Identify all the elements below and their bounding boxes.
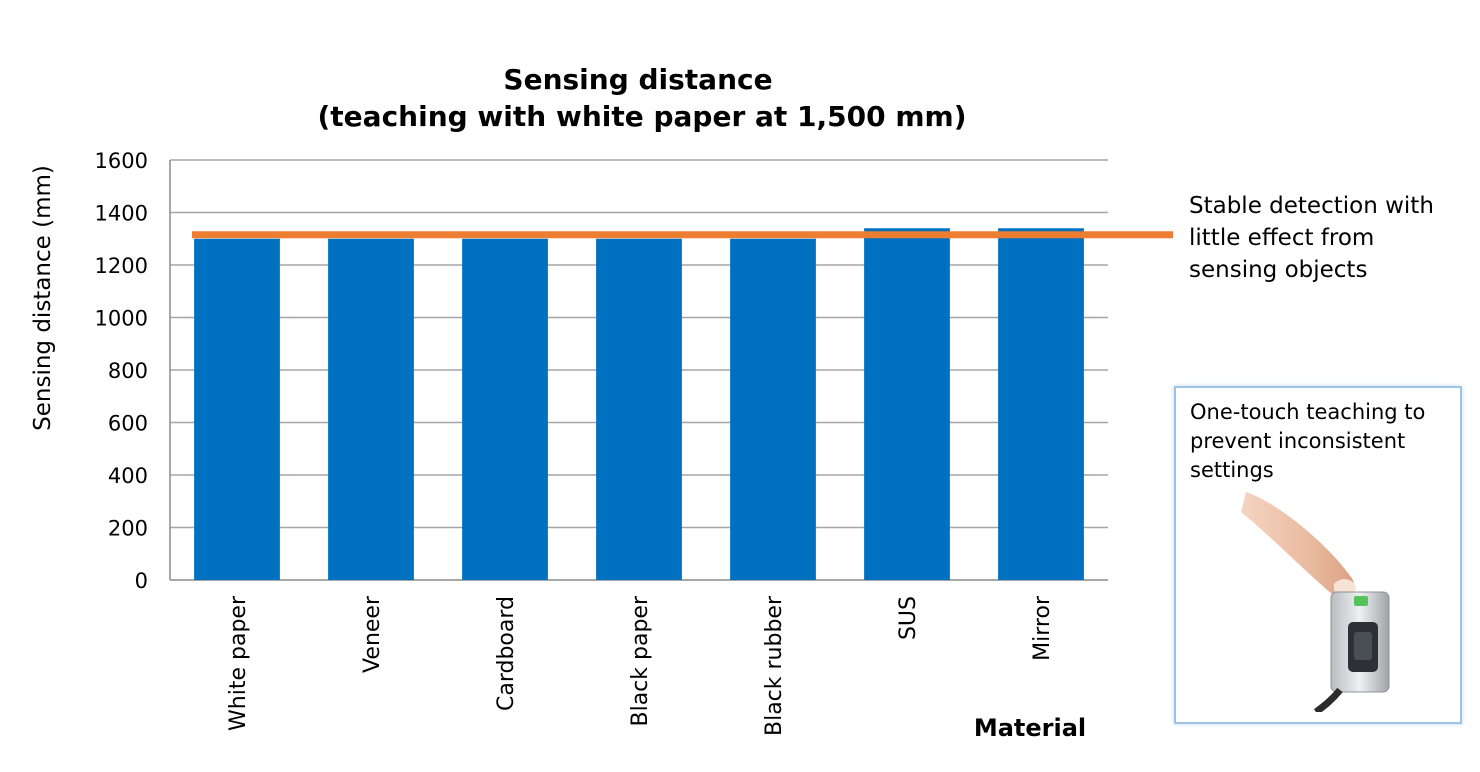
- y-tick-label: 0: [135, 569, 148, 593]
- stability-annotation: Stable detection with little effect from…: [1189, 190, 1469, 286]
- y-tick-label: 800: [108, 359, 148, 383]
- x-axis-title: Material: [974, 714, 1086, 742]
- bars: [194, 228, 1084, 580]
- y-tick-label: 1000: [95, 307, 148, 331]
- y-tick-label: 1400: [95, 202, 148, 226]
- bar: [730, 238, 816, 580]
- bar: [596, 238, 682, 580]
- x-tick-label: Veneer: [360, 595, 385, 673]
- y-axis-title: Sensing distance (mm): [30, 165, 56, 431]
- callout-line: settings: [1190, 458, 1274, 482]
- bar: [194, 238, 280, 580]
- bar: [998, 228, 1084, 580]
- teaching-callout: One-touch teaching to prevent inconsiste…: [1174, 386, 1462, 724]
- callout-line: prevent inconsistent: [1190, 429, 1406, 453]
- x-tick-label: White paper: [226, 595, 251, 731]
- x-tick-label: Black rubber: [762, 595, 787, 736]
- bar: [462, 238, 548, 580]
- y-tick-label: 1600: [95, 149, 148, 173]
- y-tick-labels: 0 200 400 600 800 1000 1200 1400 1600: [95, 149, 148, 593]
- bar: [864, 228, 950, 580]
- x-tick-label: SUS: [896, 596, 921, 640]
- y-tick-label: 1200: [95, 254, 148, 278]
- x-tick-label: Cardboard: [494, 596, 519, 711]
- y-tick-label: 200: [108, 517, 148, 541]
- x-tick-label: Black paper: [628, 595, 653, 726]
- x-tick-label: Mirror: [1030, 595, 1055, 661]
- y-tick-label: 400: [108, 464, 148, 488]
- finger-pressing-sensor-photo: [1241, 492, 1390, 712]
- callout-line: One-touch teaching to: [1190, 400, 1426, 424]
- callout-text: One-touch teaching to prevent inconsiste…: [1190, 398, 1452, 485]
- chart-title-line-2: (teaching with white paper at 1,500 mm): [318, 100, 967, 133]
- chart-title-line-1: Sensing distance: [503, 63, 772, 96]
- annotation-line: sensing objects: [1189, 257, 1368, 283]
- bar: [328, 238, 414, 580]
- x-tick-labels: White paper Veneer Cardboard Black paper Bla…: [226, 595, 1055, 736]
- y-tick-label: 600: [108, 412, 148, 436]
- annotation-line: Stable detection with: [1189, 193, 1434, 219]
- annotation-line: little effect from: [1189, 225, 1375, 251]
